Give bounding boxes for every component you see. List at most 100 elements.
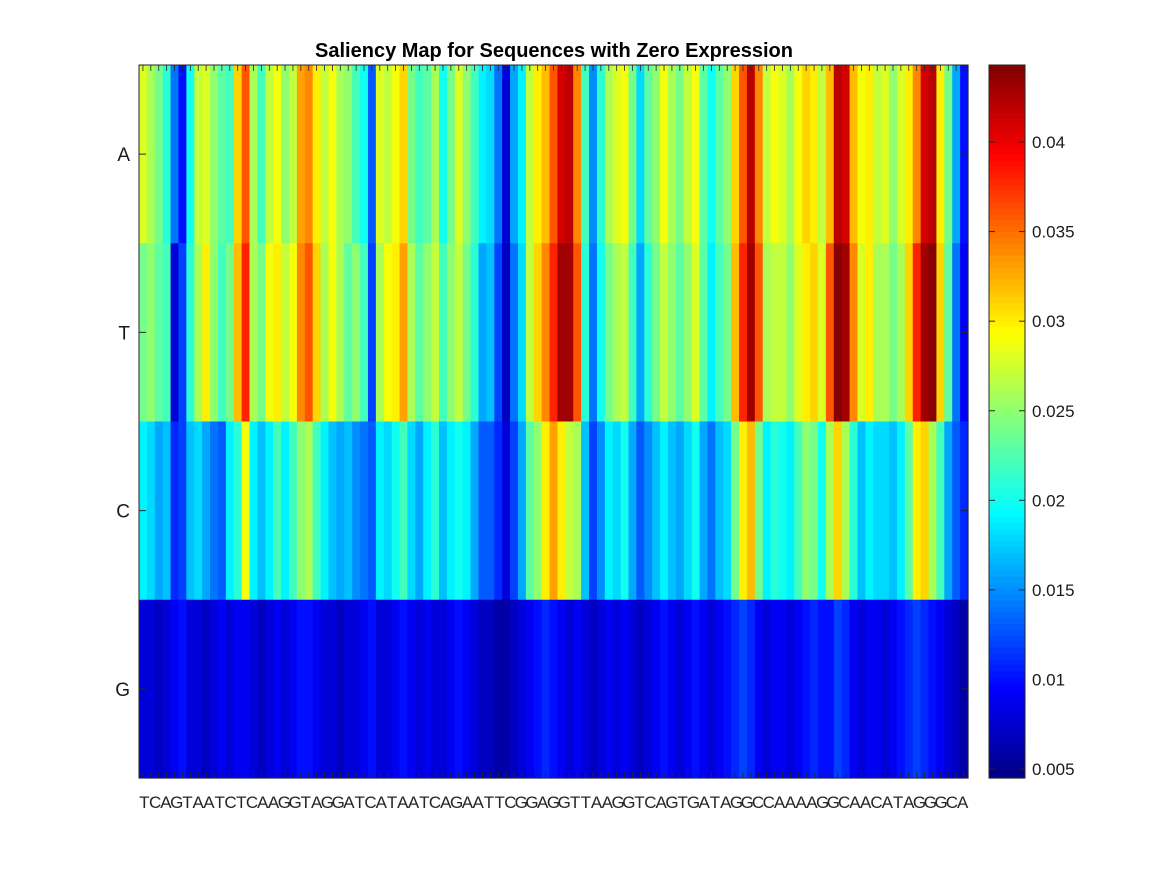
heatmap-cell xyxy=(952,599,961,779)
heatmap-cell xyxy=(723,65,732,244)
heatmap-cell xyxy=(399,243,409,423)
heatmap-cell xyxy=(904,421,914,601)
heatmap-cell xyxy=(652,65,661,244)
heatmap-cell xyxy=(202,599,211,779)
heatmap-cell xyxy=(241,243,251,423)
colorbar-segment xyxy=(989,498,1025,506)
heatmap-cell xyxy=(928,421,938,601)
heatmap-cell xyxy=(304,65,314,244)
heatmap-cell xyxy=(533,599,543,779)
colorbar-tick-label: 0.005 xyxy=(1032,760,1075,779)
colorbar-segment xyxy=(989,605,1025,613)
x-tick-label: C xyxy=(644,793,656,812)
x-tick-label: C xyxy=(838,793,850,812)
heatmap-cell xyxy=(225,599,235,779)
heatmap-cell xyxy=(431,65,440,244)
heatmap-cell xyxy=(636,65,645,244)
colorbar-segment xyxy=(989,320,1025,328)
heatmap-cell xyxy=(636,421,645,601)
colorbar-segment xyxy=(989,362,1025,369)
heatmap-cell xyxy=(810,243,819,423)
row-label: G xyxy=(115,680,130,701)
x-tick-label: G xyxy=(913,793,926,812)
heatmap-cell xyxy=(565,243,574,423)
x-tick-label: A xyxy=(160,793,172,812)
heatmap-cell xyxy=(612,65,622,244)
heatmap-cell xyxy=(825,243,835,423)
heatmap-cell xyxy=(707,243,716,423)
colorbar-segment xyxy=(989,617,1025,625)
heatmap-cell xyxy=(517,421,527,601)
heatmap-cell xyxy=(604,599,614,779)
colorbar-tick-label: 0.025 xyxy=(1032,402,1075,421)
heatmap-cell xyxy=(912,421,922,601)
heatmap-cell xyxy=(178,243,187,423)
heatmap-cell xyxy=(841,599,851,779)
heatmap-cell xyxy=(470,243,480,423)
heatmap-cell xyxy=(517,243,527,423)
colorbar-segment xyxy=(989,427,1025,434)
colorbar-segment xyxy=(989,688,1025,696)
heatmap-cell xyxy=(383,65,393,244)
x-tick-label: A xyxy=(806,793,818,812)
colorbar-segment xyxy=(989,421,1025,429)
heatmap-cell xyxy=(407,65,416,244)
heatmap-cell xyxy=(904,599,914,779)
heatmap-cell xyxy=(936,65,945,244)
colorbar-segment xyxy=(989,772,1025,779)
heatmap-cell xyxy=(525,599,535,779)
x-tick-label: G xyxy=(515,793,528,812)
heatmap-cell xyxy=(225,243,235,423)
heatmap-cell xyxy=(162,599,172,779)
x-tick-label: A xyxy=(193,793,205,812)
x-tick-label: G xyxy=(730,793,743,812)
heatmap-cell xyxy=(431,243,440,423)
colorbar-segment xyxy=(989,249,1025,256)
heatmap-cell xyxy=(296,65,306,244)
colorbar-segment xyxy=(989,700,1025,708)
x-tick-label: A xyxy=(720,793,732,812)
heatmap-cell xyxy=(857,421,866,601)
heatmap-cell xyxy=(731,243,740,423)
heatmap-cell xyxy=(517,65,527,244)
heatmap-cell xyxy=(683,65,693,244)
heatmap-cell xyxy=(486,243,495,423)
colorbar-segment xyxy=(989,231,1025,238)
x-tick-label: G xyxy=(288,793,301,812)
heatmap-cell xyxy=(178,65,187,244)
heatmap-cell xyxy=(612,599,622,779)
colorbar-segment xyxy=(989,278,1025,286)
x-tick-label: A xyxy=(343,793,355,812)
colorbar-tick-label: 0.035 xyxy=(1032,223,1075,242)
x-tick-label: G xyxy=(278,793,291,812)
heatmap-cell xyxy=(367,599,377,779)
heatmap-cell xyxy=(391,65,401,244)
heatmap-cell xyxy=(873,243,882,423)
heatmap-cell xyxy=(328,599,337,779)
heatmap-cell xyxy=(928,243,938,423)
x-tick-label: A xyxy=(882,793,894,812)
heatmap-cell xyxy=(304,243,314,423)
heatmap-cell xyxy=(912,599,922,779)
heatmap-cell xyxy=(660,65,669,244)
colorbar-segment xyxy=(989,195,1025,203)
x-tick-label: T xyxy=(677,793,687,812)
heatmap-cell xyxy=(423,421,432,601)
heatmap-cell xyxy=(502,599,511,779)
heatmap-cell xyxy=(675,599,685,779)
heatmap-cell xyxy=(810,421,819,601)
heatmap-cell xyxy=(510,243,519,423)
heatmap-cell xyxy=(557,599,566,779)
heatmap-cell xyxy=(367,65,377,244)
heatmap-cell xyxy=(746,65,756,244)
x-tick-label: G xyxy=(934,793,947,812)
heatmap-cell xyxy=(667,243,677,423)
colorbar-segment xyxy=(989,682,1025,690)
colorbar-segment xyxy=(989,766,1025,773)
heatmap-cell xyxy=(770,599,780,779)
heatmap-cell xyxy=(367,243,377,423)
x-tick-label: A xyxy=(537,793,549,812)
colorbar-segment xyxy=(989,445,1025,452)
colorbar-segment xyxy=(989,736,1025,743)
heatmap-cell xyxy=(178,421,187,601)
